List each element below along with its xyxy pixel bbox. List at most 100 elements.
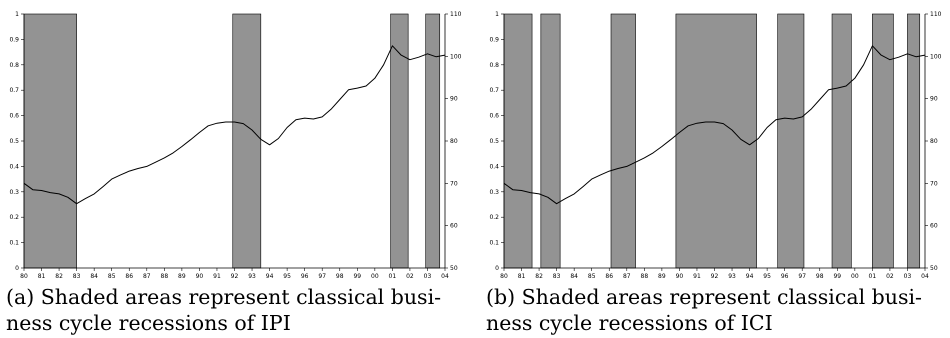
chart-b-x-tick-label-6: 86	[605, 273, 613, 280]
chart-b-left-tick-label-5: 0.5	[489, 138, 499, 145]
chart-a-right-tick-label-3: 80	[450, 138, 458, 145]
chart-b-x-tick-label-13: 93	[728, 273, 736, 280]
caption-a-line2: ness cycle recessions of IPI	[6, 311, 291, 335]
chart-b-x-tick-label-21: 01	[869, 273, 877, 280]
chart-a-x-tick-label-16: 96	[301, 273, 309, 280]
chart-a-x-tick-label-1: 81	[38, 273, 46, 280]
chart-a-x-tick-label-15: 95	[283, 273, 291, 280]
chart-b-series-line-0	[503, 45, 926, 205]
chart-b-recession-1	[540, 13, 561, 269]
chart-b-left-tick-label-9: 0.9	[489, 36, 499, 43]
chart-a-x-tick-label-17: 97	[318, 273, 326, 280]
chart-a-x-tick-label-18: 98	[336, 273, 344, 280]
chart-b-x-tick-label-20: 00	[851, 273, 859, 280]
chart-a: 0 0.1 0.2 0.3 0.4 0.5 0.6 0.7 0.8 0.9 1 50 60 70 80 90 1…	[9, 11, 462, 280]
chart-a-x-tick-label-22: 02	[406, 273, 414, 280]
chart-a-x-tick-label-11: 91	[213, 273, 221, 280]
chart-b-left-tick-label-0: 0	[495, 265, 499, 272]
chart-a-x-tick-label-10: 90	[196, 273, 204, 280]
chart-b-left-tick-label-6: 0.6	[489, 113, 499, 120]
chart-a-left-tick-label-10: 1	[15, 11, 19, 18]
chart-a-x-tick-label-21: 01	[389, 273, 397, 280]
chart-b-left-tick-label-1: 0.1	[489, 240, 499, 247]
chart-b-x-tick-label-7: 87	[623, 273, 631, 280]
chart-b-x-tick-label-24: 04	[921, 273, 929, 280]
chart-a-x-tick-label-9: 89	[178, 273, 186, 280]
chart-a-left-tick-label-5: 0.5	[9, 138, 19, 145]
chart-a-right-tick-label-4: 90	[450, 96, 458, 103]
chart-a-x-tick-label-19: 99	[353, 273, 361, 280]
chart-a-left-tick-label-0: 0	[15, 265, 19, 272]
chart-b-right-tick-label-3: 80	[930, 138, 938, 145]
chart-a-recession-2	[390, 13, 409, 269]
chart-b-x-tick-label-1: 81	[518, 273, 526, 280]
chart-a-x-tick-label-13: 93	[248, 273, 256, 280]
chart-b-x-tick-label-4: 84	[570, 273, 578, 280]
chart-a-x-tick-label-8: 88	[161, 273, 169, 280]
chart-b-recession-6	[872, 13, 894, 269]
chart-b-recession-5	[831, 13, 852, 269]
chart-a-recession-0	[23, 13, 77, 269]
chart-a-x-tick-label-23: 03	[424, 273, 432, 280]
caption-b-line1: (b) Shaded areas represent classical bus…	[486, 285, 922, 309]
panel-a: 0 0.1 0.2 0.3 0.4 0.5 0.6 0.7 0.8 0.9 1 50 60 70 80 90 1…	[4, 0, 470, 338]
chart-b-right-tick-label-6: 110	[930, 11, 942, 18]
chart-b-recession-0	[503, 13, 533, 269]
chart-b-right-tick-label-5: 100	[930, 53, 942, 60]
chart-b-recession-7	[907, 13, 921, 269]
caption-a: (a) Shaded areas represent classical bus…	[6, 284, 468, 336]
chart-b-right-tick-label-0: 50	[930, 265, 938, 272]
chart-b-x-tick-label-22: 02	[886, 273, 894, 280]
chart-b-x-tick-label-19: 99	[833, 273, 841, 280]
caption-b-line2: ness cycle recessions of ICI	[486, 311, 773, 335]
chart-a-series-line-0	[23, 45, 446, 205]
chart-b-left-tick-label-4: 0.4	[489, 163, 499, 170]
chart-b-right-tick-label-4: 90	[930, 96, 938, 103]
chart-b-x-tick-label-23: 03	[904, 273, 912, 280]
chart-a-left-tick-label-2: 0.2	[9, 214, 19, 221]
chart-b-x-tick-label-0: 80	[500, 273, 508, 280]
chart-a-left-tick-label-1: 0.1	[9, 240, 19, 247]
chart-a-right-tick-label-2: 70	[450, 180, 458, 187]
chart-b-recession-4	[777, 13, 805, 269]
chart-a-recession-1	[232, 13, 262, 269]
chart-b-left-tick-label-2: 0.2	[489, 214, 499, 221]
chart-b-x-tick-label-16: 96	[781, 273, 789, 280]
chart-b-x-tick-label-15: 95	[763, 273, 771, 280]
chart-a-x-tick-label-14: 94	[266, 273, 274, 280]
chart-a-left-tick-label-6: 0.6	[9, 113, 19, 120]
chart-a-x-tick-label-2: 82	[55, 273, 63, 280]
chart-b-x-tick-label-8: 88	[641, 273, 649, 280]
chart-b-x-tick-label-11: 91	[693, 273, 701, 280]
chart-b-right-tick-label-1: 60	[930, 223, 938, 230]
chart-a-right-tick-label-1: 60	[450, 223, 458, 230]
chart-a-x-tick-label-6: 86	[125, 273, 133, 280]
chart-a-x-tick-label-7: 87	[143, 273, 151, 280]
chart-a-right-tick-label-0: 50	[450, 265, 458, 272]
chart-a-x-tick-label-24: 04	[441, 273, 449, 280]
caption-a-line1: (a) Shaded areas represent classical bus…	[6, 285, 442, 309]
chart-a-right-tick-label-6: 110	[450, 11, 462, 18]
chart-b-recession-2	[610, 13, 636, 269]
chart-a-x-tick-label-5: 85	[108, 273, 116, 280]
chart-b-right-tick-label-2: 70	[930, 180, 938, 187]
chart-a-x-tick-label-3: 83	[73, 273, 81, 280]
chart-a-x-tick-label-20: 00	[371, 273, 379, 280]
chart-b-left-tick-label-3: 0.3	[489, 189, 499, 196]
chart-b-x-tick-label-17: 97	[798, 273, 806, 280]
chart-b: 0 0.1 0.2 0.3 0.4 0.5 0.6 0.7 0.8 0.9 1 50 60 70 80 90 1…	[489, 11, 942, 280]
chart-b-x-tick-label-3: 83	[553, 273, 561, 280]
chart-b-left-tick-label-8: 0.8	[489, 62, 499, 69]
chart-b-x-tick-label-2: 82	[535, 273, 543, 280]
chart-b-x-tick-label-10: 90	[676, 273, 684, 280]
chart-a-x-tick-label-12: 92	[231, 273, 239, 280]
chart-b-x-tick-label-18: 98	[816, 273, 824, 280]
chart-a-left-tick-label-9: 0.9	[9, 36, 19, 43]
chart-b-x-tick-label-5: 85	[588, 273, 596, 280]
chart-a-right-tick-label-5: 100	[450, 53, 462, 60]
chart-b-x-tick-label-12: 92	[711, 273, 719, 280]
chart-b-recession-3	[675, 13, 757, 269]
chart-a-recession-3	[425, 13, 441, 269]
chart-a-x-tick-label-4: 84	[90, 273, 98, 280]
chart-b-x-tick-label-14: 94	[746, 273, 754, 280]
